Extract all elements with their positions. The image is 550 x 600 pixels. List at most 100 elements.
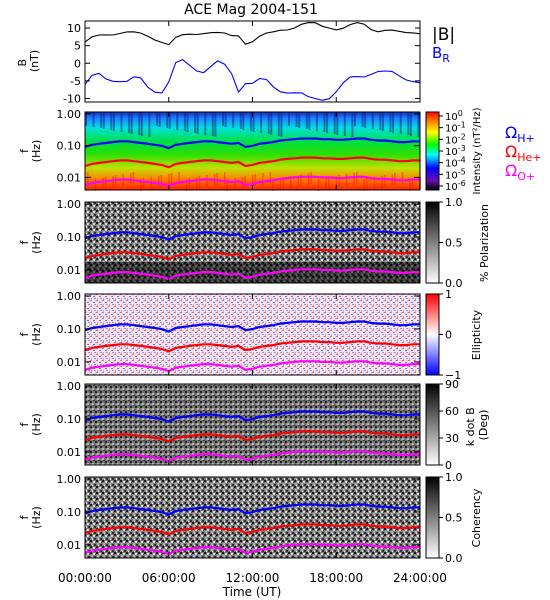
legend-omega-sub: H+ — [517, 132, 535, 145]
mag-y-label-1: B — [16, 59, 29, 67]
intensity-streak — [140, 112, 143, 136]
intensity-streak — [267, 112, 270, 134]
intensity-cbtick-base: 10 — [445, 124, 458, 135]
gyro-line-h-plus — [84, 137, 420, 150]
intensity-streak — [138, 112, 141, 135]
intensity-streak-low — [244, 176, 246, 188]
intensity-streak-low — [132, 172, 135, 184]
legend-omega-he-plus: ΩHe+ — [505, 142, 542, 164]
intensity-streak-low — [338, 175, 340, 187]
intensity-streak-low — [373, 177, 376, 189]
intensity-streak — [249, 112, 252, 131]
polarization-freq-label-2: (Hz) — [30, 231, 43, 254]
gyro-line-he-plus — [84, 156, 420, 169]
intensity-streak-low — [188, 178, 190, 190]
ellipticity-colorbar — [425, 293, 440, 376]
ellipticity-freq-label-1: f — [18, 331, 31, 336]
intensity-streak — [336, 112, 339, 135]
gyro-line-o-plus — [84, 360, 420, 373]
intensity-streak-low — [198, 176, 201, 188]
intensity-streak-low — [269, 172, 272, 184]
intensity-streak — [183, 112, 186, 131]
polarization-ftick-label: 0.01 — [57, 264, 82, 277]
mag-ytick-label: 0 — [74, 57, 81, 70]
intensity-streak — [242, 112, 245, 130]
intensity-colorbar-label: Intensity (nT²/Hz) — [472, 107, 483, 194]
ellipticity-cbtick-label: −1 — [445, 369, 461, 382]
legend-omega-h-plus: ΩH+ — [505, 123, 535, 145]
intensity-freq-label: f(Hz) — [18, 140, 43, 163]
intensity-streak — [158, 112, 161, 127]
intensity-streak-low — [196, 177, 198, 189]
intensity-gyro-lines — [84, 137, 420, 188]
gyro-line-he-plus — [84, 523, 420, 536]
kdotb-freq-label-2: (Hz) — [30, 413, 43, 436]
kdotb-ftick-label: 1.00 — [57, 380, 82, 393]
intensity-ftick-label: 0.01 — [57, 171, 82, 184]
intensity-ftick-label: 1.00 — [57, 108, 82, 121]
ellipticity-freq-label-2: (Hz) — [30, 323, 43, 346]
intensity-cbtick-exp: -2 — [458, 132, 466, 141]
intensity-streak — [176, 112, 179, 130]
intensity-freq-ticks: 1.00 0.10 0.01 f(Hz) — [18, 108, 420, 184]
polarization-cbtick-label: 1.0 — [445, 196, 463, 209]
legend-omega-symbol: Ω — [505, 142, 517, 161]
intensity-streak-low — [279, 178, 282, 190]
intensity-streak-low — [300, 174, 302, 186]
intensity-cbtick-label: 10-5 — [445, 167, 466, 181]
intensity-cbtick-base: 10 — [445, 170, 458, 181]
intensity-streak-low — [409, 179, 411, 191]
time-tick-label: 06:00:00 — [142, 571, 196, 585]
polarization-ftick-label: 0.10 — [57, 231, 82, 244]
intensity-cbtick-exp: -4 — [458, 156, 466, 165]
polarization-colorbar-ticks: 1.0 0.5 0.0 — [439, 196, 463, 290]
intensity-streak — [343, 112, 346, 136]
intensity-streak — [194, 112, 197, 133]
legend-omega-symbol: Ω — [505, 161, 517, 180]
intensity-streak — [381, 112, 384, 131]
time-tick-label: 12:00:00 — [226, 571, 280, 585]
intensity-streak — [252, 112, 255, 132]
intensity-streak — [156, 112, 158, 126]
intensity-streak-low — [224, 172, 226, 184]
intensity-streak — [196, 112, 199, 134]
intensity-streak — [333, 112, 336, 134]
intensity-cbtick-exp: -1 — [458, 121, 466, 130]
coherency-cbtick-label: 1.0 — [445, 471, 463, 484]
intensity-cbtick-label: 100 — [445, 109, 463, 123]
ellipticity-cbtick-label: 1 — [445, 288, 452, 301]
intensity-freq-label-1: f — [18, 148, 31, 153]
intensity-streak — [224, 112, 227, 127]
polarization-colorbar — [425, 201, 440, 284]
intensity-streak-low — [112, 176, 114, 188]
intensity-streak-low — [401, 172, 404, 184]
intensity-streak — [166, 112, 169, 128]
time-tick-label: 24:00:00 — [393, 571, 447, 585]
intensity-panel: 1.000.100.01f(Hz) 10010-110-210-310-410-… — [18, 107, 542, 194]
legend-br-sub: R — [442, 52, 450, 65]
intensity-streak — [277, 112, 280, 136]
intensity-cbtick-exp: -3 — [458, 144, 466, 153]
kdotb-freq-label-1: f — [18, 421, 31, 426]
kdotb-freq-ticks: 1.00 0.10 0.01 f(Hz) — [18, 380, 420, 459]
legend-omega-sub: He+ — [517, 151, 541, 164]
ellipticity-ftick-label: 0.10 — [57, 323, 82, 336]
intensity-streak-low — [366, 178, 368, 190]
intensity-streak-low — [356, 172, 358, 184]
kdotb-colorbar — [425, 383, 440, 466]
mag-ytick-label: -10 — [63, 92, 81, 105]
gyro-line-he-plus — [84, 430, 420, 443]
intensity-streak — [100, 112, 103, 128]
gyro-line-h-plus — [84, 503, 420, 516]
intensity-cbtick-label: 10-6 — [445, 179, 466, 193]
polarization-cbtick-label: 0.0 — [445, 277, 463, 290]
intensity-streak — [417, 112, 420, 137]
time-tick-label: 00:00:00 — [58, 571, 112, 585]
intensity-streak — [130, 112, 133, 134]
kdotb-ftick-label: 0.01 — [57, 446, 82, 459]
intensity-streak-low — [307, 173, 310, 185]
intensity-streak-low — [158, 176, 160, 188]
intensity-streak — [222, 112, 224, 126]
intensity-cbtick-base: 10 — [445, 147, 458, 158]
